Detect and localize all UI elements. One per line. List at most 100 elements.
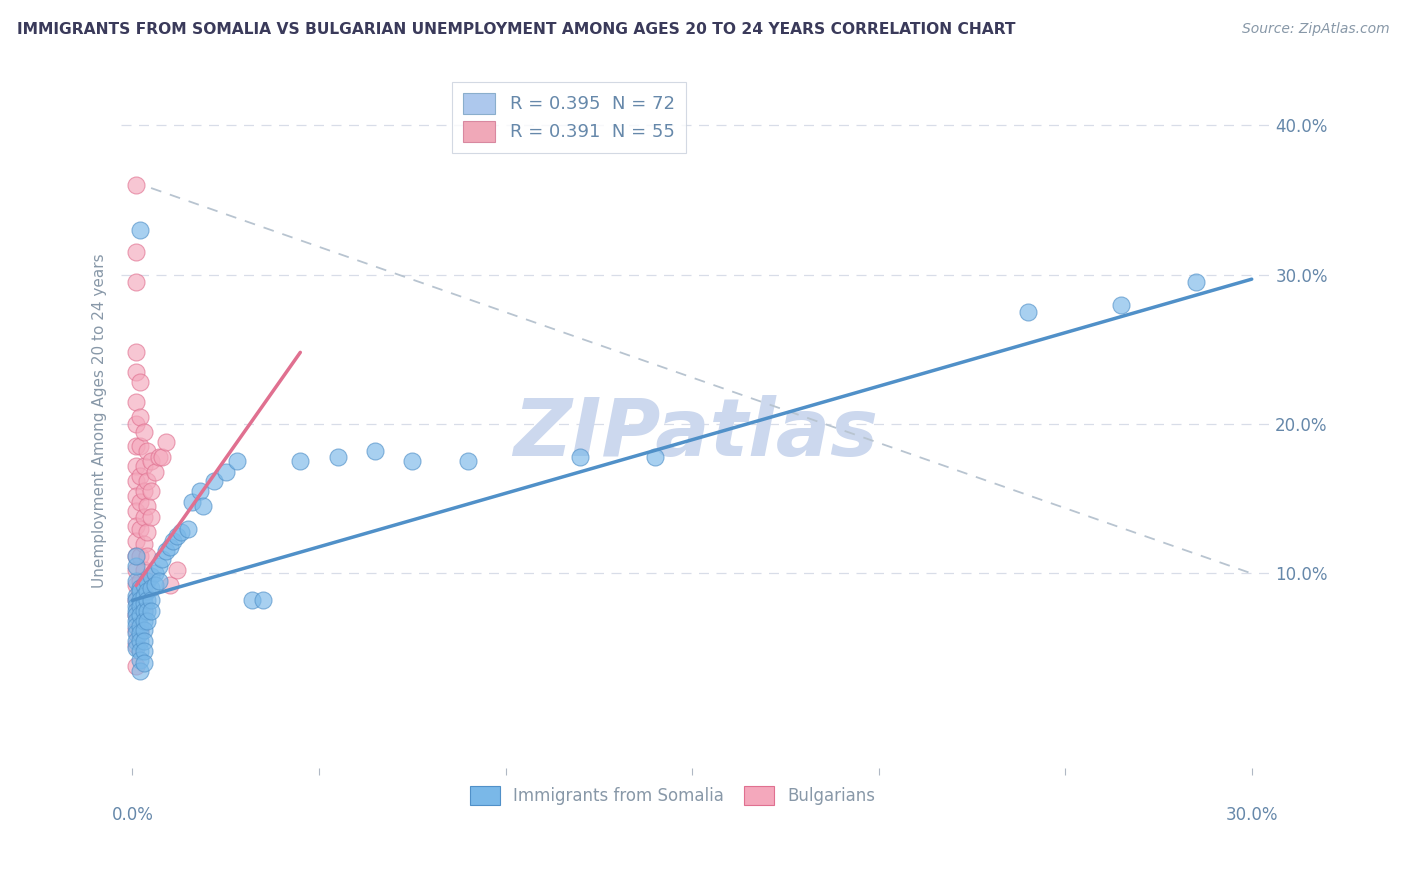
- Point: [136, 615, 159, 629]
- Point: [125, 564, 148, 578]
- Point: [125, 626, 148, 640]
- Text: ZIPatlas: ZIPatlas: [513, 395, 879, 474]
- Point: [128, 599, 150, 614]
- Point: [225, 454, 247, 468]
- Point: [132, 509, 155, 524]
- Point: [644, 450, 666, 464]
- Point: [136, 593, 159, 607]
- Point: [143, 566, 166, 581]
- Point: [128, 593, 150, 607]
- Point: [148, 450, 170, 464]
- Point: [136, 604, 159, 618]
- Point: [132, 644, 155, 658]
- Point: [128, 626, 150, 640]
- Point: [155, 544, 177, 558]
- Point: [148, 574, 170, 588]
- Point: [401, 454, 423, 468]
- Point: [128, 599, 150, 614]
- Point: [125, 604, 148, 618]
- Point: [132, 604, 155, 618]
- Point: [125, 593, 148, 607]
- Point: [128, 582, 150, 596]
- Point: [125, 394, 148, 409]
- Point: [139, 569, 162, 583]
- Point: [159, 578, 181, 592]
- Point: [139, 582, 162, 596]
- Point: [139, 604, 162, 618]
- Point: [166, 529, 188, 543]
- Point: [252, 593, 274, 607]
- Point: [125, 549, 148, 563]
- Point: [181, 495, 204, 509]
- Point: [136, 574, 159, 588]
- Point: [125, 417, 148, 431]
- Point: [159, 540, 181, 554]
- Point: [128, 644, 150, 658]
- Point: [132, 656, 155, 670]
- Point: [150, 551, 173, 566]
- Point: [125, 659, 148, 673]
- Point: [132, 578, 155, 592]
- Point: [125, 518, 148, 533]
- Point: [128, 469, 150, 483]
- Point: [170, 524, 193, 539]
- Point: [132, 589, 155, 603]
- Y-axis label: Unemployment Among Ages 20 to 24 years: Unemployment Among Ages 20 to 24 years: [93, 253, 107, 588]
- Point: [188, 484, 211, 499]
- Point: [136, 474, 159, 488]
- Point: [143, 465, 166, 479]
- Point: [125, 608, 148, 623]
- Point: [128, 409, 150, 424]
- Point: [128, 633, 150, 648]
- Point: [125, 489, 148, 503]
- Text: 0.0%: 0.0%: [111, 805, 153, 824]
- Point: [240, 593, 263, 607]
- Point: [132, 624, 155, 638]
- Point: [215, 465, 238, 479]
- Point: [125, 574, 148, 588]
- Point: [132, 633, 155, 648]
- Point: [125, 615, 148, 629]
- Point: [128, 584, 150, 599]
- Point: [136, 549, 159, 563]
- Point: [128, 608, 150, 623]
- Point: [177, 522, 200, 536]
- Point: [128, 549, 150, 563]
- Point: [143, 578, 166, 592]
- Point: [136, 524, 159, 539]
- Point: [364, 444, 387, 458]
- Point: [128, 619, 150, 633]
- Legend: Immigrants from Somalia, Bulgarians: Immigrants from Somalia, Bulgarians: [464, 779, 882, 812]
- Point: [125, 275, 148, 289]
- Point: [136, 444, 159, 458]
- Point: [1017, 305, 1039, 319]
- Point: [125, 504, 148, 518]
- Point: [326, 450, 349, 464]
- Text: Source: ZipAtlas.com: Source: ZipAtlas.com: [1241, 22, 1389, 37]
- Point: [132, 596, 155, 610]
- Point: [128, 376, 150, 390]
- Point: [132, 564, 155, 578]
- Point: [136, 584, 159, 599]
- Point: [128, 495, 150, 509]
- Point: [569, 450, 592, 464]
- Point: [125, 619, 148, 633]
- Point: [128, 223, 150, 237]
- Point: [125, 599, 148, 614]
- Point: [125, 245, 148, 260]
- Point: [128, 624, 150, 638]
- Point: [125, 458, 148, 473]
- Point: [125, 549, 148, 563]
- Point: [139, 484, 162, 499]
- Point: [1109, 297, 1132, 311]
- Point: [1184, 275, 1206, 289]
- Point: [132, 425, 155, 439]
- Point: [139, 509, 162, 524]
- Point: [457, 454, 479, 468]
- Text: IMMIGRANTS FROM SOMALIA VS BULGARIAN UNEMPLOYMENT AMONG AGES 20 TO 24 YEARS CORR: IMMIGRANTS FROM SOMALIA VS BULGARIAN UNE…: [17, 22, 1015, 37]
- Point: [128, 522, 150, 536]
- Point: [155, 435, 177, 450]
- Point: [125, 345, 148, 359]
- Point: [125, 624, 148, 638]
- Point: [128, 574, 150, 588]
